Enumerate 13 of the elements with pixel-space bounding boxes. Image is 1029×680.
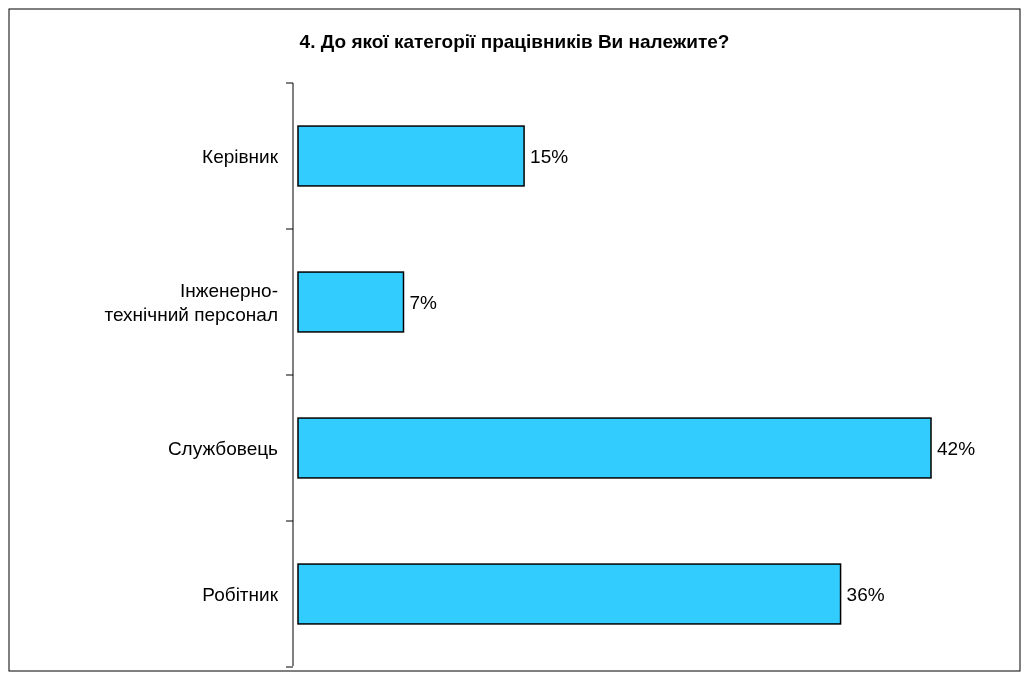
y-tick-label: Інженерно-технічний персонал: [104, 279, 278, 325]
bar: [297, 417, 932, 479]
data-label: 36%: [846, 583, 885, 605]
y-tick-label: Службовець: [167, 437, 279, 459]
data-label: 15%: [530, 145, 569, 167]
bar: [297, 125, 525, 187]
y-tick-label: Керівник: [202, 145, 279, 167]
data-label: 7%: [409, 291, 438, 313]
data-label: 42%: [937, 437, 976, 459]
y-tick-label: Робітник: [202, 583, 279, 605]
bar: [297, 271, 405, 333]
chart-title: 4. До якої категорії працівників Ви належите?: [299, 31, 730, 52]
bar: [297, 563, 842, 625]
